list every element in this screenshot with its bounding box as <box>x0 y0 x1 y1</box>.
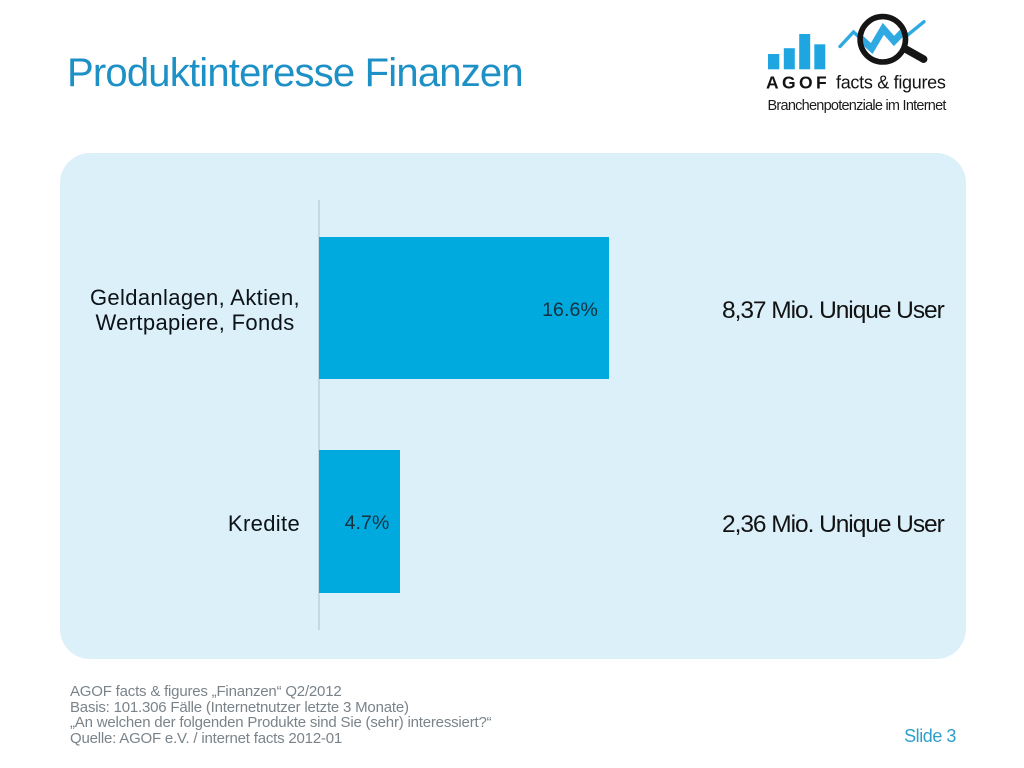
svg-text:AGOF: AGOF <box>766 73 830 93</box>
svg-text:Branchenpotenziale im Internet: Branchenpotenziale im Internet <box>768 98 947 114</box>
svg-text:facts & figures: facts & figures <box>836 73 946 93</box>
